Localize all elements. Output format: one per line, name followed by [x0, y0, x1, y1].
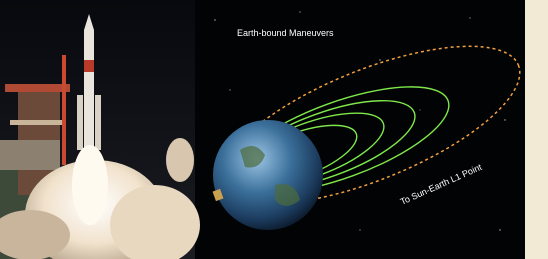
page: Earth-bound Maneuvers To Sun-Earth L1 Po… [0, 0, 548, 259]
page-margin [525, 0, 548, 259]
earth [213, 120, 323, 230]
maneuvers-label: Earth-bound Maneuvers [237, 28, 334, 38]
launch-and-orbit-image: Earth-bound Maneuvers To Sun-Earth L1 Po… [0, 0, 548, 259]
